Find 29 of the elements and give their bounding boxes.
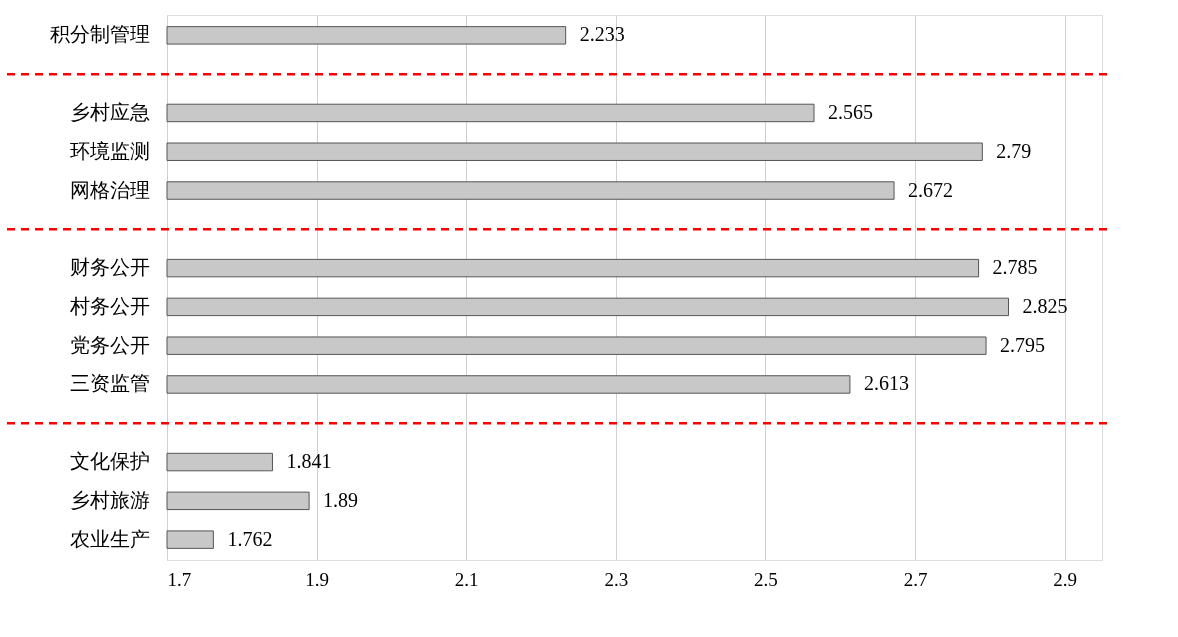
y-tick-label: 三资监管 — [69, 372, 150, 395]
data-label: 1.762 — [227, 527, 273, 550]
y-tick-label: 网格治理 — [69, 178, 150, 201]
x-tick-label: 2.1 — [454, 568, 479, 590]
x-tick-label: 2.3 — [604, 568, 629, 590]
y-tick-label: 乡村旅游 — [69, 488, 150, 511]
x-tick-label: 2.7 — [903, 568, 928, 590]
y-tick-label: 财务公开 — [69, 256, 150, 279]
data-label: 2.613 — [863, 372, 909, 395]
x-tick-label: 1.9 — [305, 568, 329, 590]
x-tick-label: 1.7 — [167, 568, 192, 590]
y-tick-label: 文化保护 — [69, 450, 150, 473]
data-label: 1.841 — [286, 450, 332, 473]
data-label: 2.825 — [1022, 294, 1068, 317]
y-tick-label: 积分制管理 — [49, 23, 150, 46]
x-tick-label: 2.9 — [1053, 568, 1077, 590]
x-tick-label: 2.5 — [754, 568, 778, 590]
data-label: 2.795 — [1000, 333, 1046, 356]
data-label: 2.79 — [996, 139, 1032, 162]
y-tick-label: 环境监测 — [69, 139, 150, 162]
data-label: 2.565 — [828, 100, 874, 123]
data-label: 2.233 — [579, 23, 625, 46]
y-tick-label: 村务公开 — [68, 294, 150, 317]
y-tick-label: 农业生产 — [69, 527, 150, 550]
y-tick-label: 党务公开 — [69, 333, 150, 356]
y-tick-label: 乡村应急 — [69, 100, 150, 123]
data-label: 2.672 — [908, 178, 954, 201]
data-label: 2.785 — [992, 256, 1038, 279]
data-label: 1.89 — [323, 488, 359, 511]
